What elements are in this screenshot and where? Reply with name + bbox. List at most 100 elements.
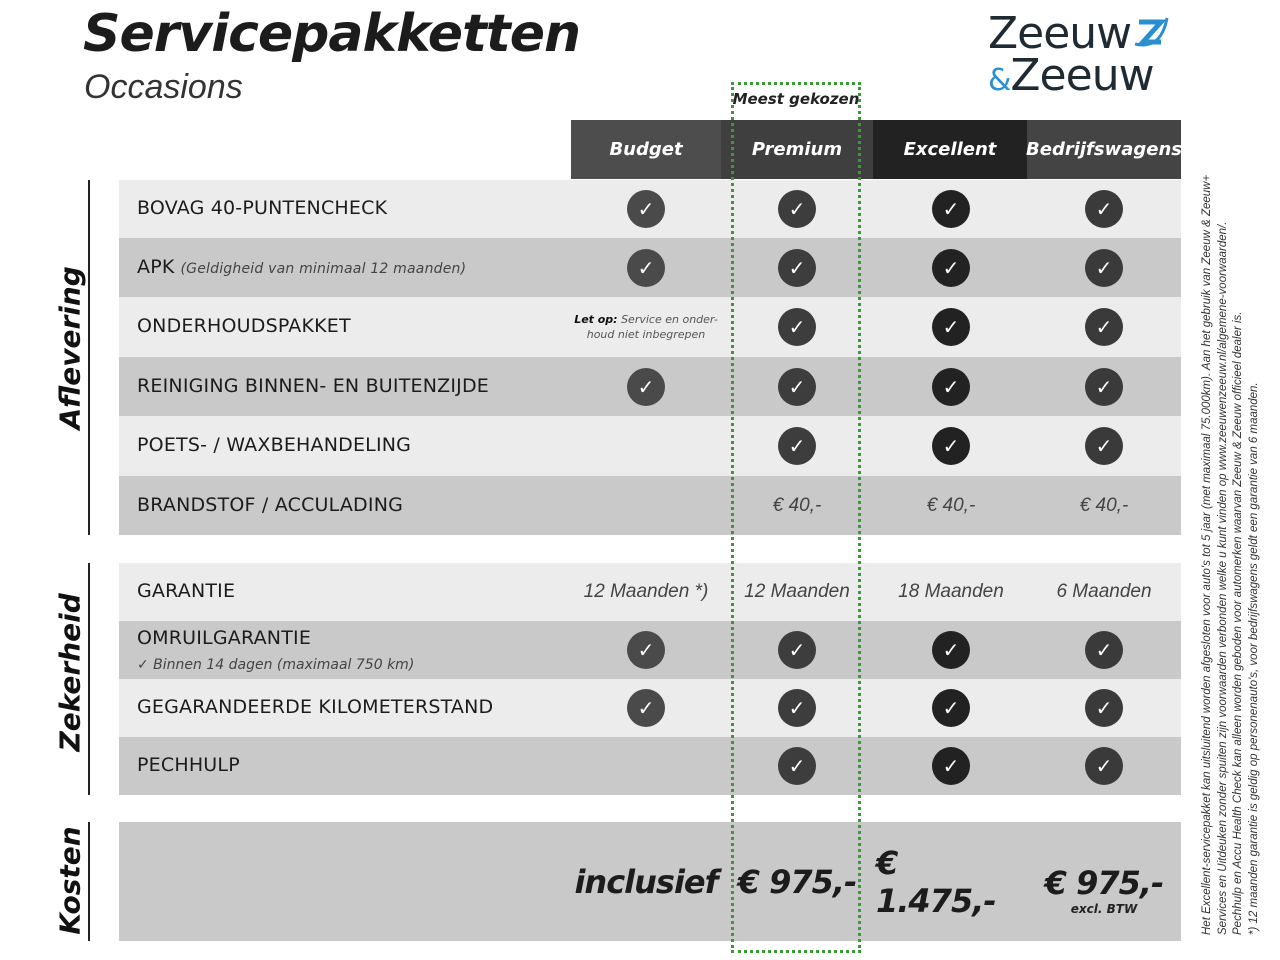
zeeuw-zeeuw-logo: Zeeuw &Zeeuw [988,8,1188,100]
cell-excellent: € 40,- [876,476,1026,535]
table-row: GEGARANDEERDE KILOMETERSTAND ✓ ✓ ✓ ✓ [119,679,1181,737]
cell-premium: ✓ [722,180,872,238]
logo-z-swoosh-icon [1134,17,1169,47]
page-subtitle: Occasions [84,68,243,106]
table-row: BRANDSTOF / ACCULADING € 40,- € 40,- € 40,- [119,476,1181,535]
row-label: GEGARANDEERDE KILOMETERSTAND [137,696,494,718]
cell-bedrijfswagens: ✓ [1029,679,1179,737]
cell-value: € 40,- [1079,494,1129,516]
cell-budget [571,416,721,476]
cell-excellent: ✓ [876,679,1026,737]
cost-premium: € 975,- [737,862,858,901]
cell-budget: ✓ [571,621,721,679]
check-icon: ✓ [932,427,970,465]
table-row: BOVAG 40-PUNTENCHECK ✓ ✓ ✓ ✓ [119,180,1181,238]
check-icon: ✓ [778,689,816,727]
section-label-kosten: Kosten [53,826,87,935]
row-note: (Geldigheid van minimaal 12 maanden) [180,261,467,277]
footnote: *) 12 maanden garantie is geldig op pers… [1247,382,1260,935]
section-label-aflevering: Aflevering [53,266,87,430]
cell-premium: ✓ [722,238,872,297]
cell-bedrijfswagens: ✓ [1029,737,1179,795]
cell-bedrijfswagens: ✓ [1029,357,1179,416]
cost-excellent: € 1.475,- [876,843,997,920]
cell-value: 12 Maanden [744,581,850,602]
table-row: APK (Geldigheid van minimaal 12 maanden) ✓… [119,238,1181,297]
cell-premium: ✓ [722,416,872,476]
cell-premium: ✓ [722,297,872,357]
check-icon: ✓ [1085,308,1123,346]
cell-value: 6 Maanden [1056,581,1152,602]
check-icon: ✓ [932,190,970,228]
cell-premium: ✓ [722,679,872,737]
table-row: REINIGING BINNEN- EN BUITENZIJDE ✓ ✓ ✓ ✓ [119,357,1181,416]
row-label: BRANDSTOF / ACCULADING [137,494,404,516]
cell-premium: ✓ [722,621,872,679]
cell-bedrijfswagens: 6 Maanden [1029,563,1179,621]
cell-budget: ✓ [571,238,721,297]
cell-budget [571,476,721,535]
cell-bedrijfswagens: ✓ [1029,297,1179,357]
check-icon: ✓ [932,631,970,669]
excl-btw-note: excl. BTW [1070,901,1138,916]
row-subnote: ✓ Binnen 14 dagen (maximaal 750 km) [137,657,415,673]
row-label: REINIGING BINNEN- EN BUITENZIJDE [137,375,489,397]
footnote: Het Excellent-servicepakket kan uitsluit… [1201,174,1213,935]
check-icon: ✓ [1085,631,1123,669]
check-icon: ✓ [627,631,665,669]
table-row: GARANTIE 12 Maanden *) 12 Maanden 18 Maande… [119,563,1181,621]
budget-note: Let op: Service en onder- houd niet inbe… [574,313,718,341]
cell-excellent: ✓ [876,180,1026,238]
cost-bedrijfswagens: € 975,- excl. BTW [1044,863,1165,916]
section-label-zekerheid: Zekerheid [53,593,87,752]
check-icon: ✓ [1085,190,1123,228]
row-label: ONDERHOUDSPAKKET [137,315,351,337]
table-row: PECHHULP ✓ ✓ ✓ [119,737,1181,795]
column-header-excellent: Excellent [873,120,1027,179]
row-label: POETS- / WAXBEHANDELING [137,434,412,456]
cell-budget: ✓ [571,679,721,737]
check-icon: ✓ [1085,248,1123,287]
cell-excellent: 18 Maanden [876,563,1026,621]
page-title: Servicepakketten [83,4,581,64]
check-icon: ✓ [627,190,665,228]
check-icon: ✓ [778,248,816,287]
row-label: OMRUILGARANTIE [137,627,312,649]
column-header-premium: Premium [721,120,873,179]
check-icon: ✓ [627,367,665,406]
check-icon: ✓ [932,248,970,287]
check-icon: ✓ [932,308,970,346]
column-header-bedrijfswagens: Bedrijfswagens [1026,120,1182,179]
cell-value: € 40,- [772,494,822,516]
section-divider-kosten [88,822,90,941]
table-row: ONDERHOUDSPAKKET Let op: Service en onder… [119,297,1181,357]
row-label: PECHHULP [137,754,240,776]
check-icon: ✓ [1085,367,1123,406]
cell-excellent: ✓ [876,357,1026,416]
footnote: Services en Uitdeuken zonder spuiten zij… [1216,221,1229,935]
cell-premium: 12 Maanden [722,563,872,621]
cell-budget: ✓ [571,357,721,416]
row-label: BOVAG 40-PUNTENCHECK [137,197,388,219]
table-row: OMRUILGARANTIE ✓ Binnen 14 dagen (maximaa… [119,621,1181,679]
cell-value: 12 Maanden *) [583,581,709,602]
table-row: POETS- / WAXBEHANDELING ✓ ✓ ✓ [119,416,1181,476]
cost-budget: inclusief [574,862,718,901]
check-icon: ✓ [778,747,816,785]
cell-premium: € 40,- [722,476,872,535]
check-icon: ✓ [778,427,816,465]
row-label: APK (Geldigheid van minimaal 12 maanden) [137,256,467,278]
check-icon: ✓ [627,689,665,727]
cell-budget: Let op: Service en onder- houd niet inbe… [571,297,721,357]
costs-row: inclusief € 975,- € 1.475,- € 975,- excl.… [119,822,1181,941]
cell-budget [571,737,721,795]
check-icon: ✓ [1085,427,1123,465]
check-icon: ✓ [932,367,970,406]
cell-excellent: ✓ [876,621,1026,679]
cell-excellent: ✓ [876,737,1026,795]
cell-excellent: ✓ [876,297,1026,357]
section-divider-aflevering [88,180,90,535]
check-icon: ✓ [778,308,816,346]
cell-bedrijfswagens: ✓ [1029,621,1179,679]
section-divider-zekerheid [88,563,90,795]
